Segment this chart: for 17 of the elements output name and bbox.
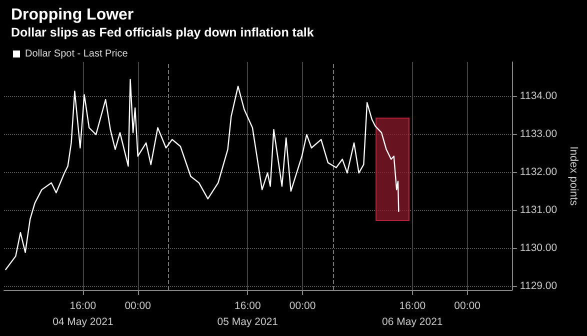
line-series <box>5 78 400 270</box>
x-tick-label: 00:00 <box>289 300 316 312</box>
x-tick-label: 16:00 05 May 2021 <box>217 300 278 328</box>
chart-title: Dropping Lower <box>11 6 134 24</box>
y-tick-label: 1132.00 <box>520 166 558 178</box>
y-tick-label: 1129.00 <box>520 280 558 292</box>
x-tick-label: 00:00 <box>454 300 481 312</box>
y-tick-label: 1131.00 <box>520 204 558 216</box>
y-axis-title: Index points <box>568 146 580 206</box>
y-tick-label: 1130.00 <box>520 242 558 254</box>
y-tick-label: 1133.00 <box>520 128 558 140</box>
x-tick-label: 16:00 06 May 2021 <box>382 300 443 328</box>
chart-subtitle: Dollar slips as Fed officials play down inflation talk <box>11 26 314 40</box>
y-tick-label: 1134.00 <box>520 90 558 102</box>
x-tick-label: 00:00 <box>124 300 152 312</box>
legend-label: Dollar Spot - Last Price <box>25 48 128 60</box>
x-tick-label: 16:00 04 May 2021 <box>52 300 114 328</box>
